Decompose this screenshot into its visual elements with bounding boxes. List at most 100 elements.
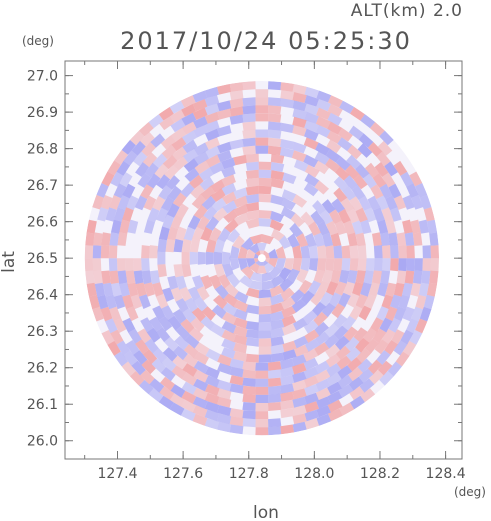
radar-cell (224, 283, 239, 298)
radar-cell (281, 314, 297, 328)
radar-cell (316, 107, 331, 120)
radar-cell (116, 258, 126, 272)
radar-cell (255, 394, 269, 403)
radar-cell (109, 232, 119, 246)
radar-cell (327, 121, 343, 135)
radar-cell (290, 213, 305, 228)
radar-cell (346, 154, 361, 170)
radar-cell (122, 183, 136, 199)
radar-cell (279, 278, 294, 292)
radar-cell (350, 106, 365, 121)
radar-cell (149, 378, 165, 393)
radar-cell (229, 90, 244, 101)
radar-cell (217, 150, 232, 162)
radar-cell (349, 196, 363, 212)
radar-cell (123, 350, 138, 366)
radar-cell (221, 191, 237, 205)
radar-cell (314, 321, 329, 336)
radar-cell (149, 245, 158, 259)
radar-cell (282, 323, 297, 336)
radar-cell (183, 148, 198, 163)
radar-cell (245, 248, 256, 259)
radar-cell (221, 320, 237, 334)
radar-cell (421, 270, 431, 284)
radar-cell (384, 340, 398, 355)
radar-cell (229, 424, 244, 435)
radar-cell (125, 270, 136, 285)
radar-cell (193, 142, 209, 156)
radar-cell (304, 409, 319, 422)
radar-cell (192, 226, 204, 241)
radar-cell (339, 100, 355, 114)
radar-cell (418, 219, 429, 234)
radar-cell (184, 334, 200, 349)
radar-cell (242, 97, 256, 107)
radar-cell (222, 251, 231, 265)
radar-cell (357, 358, 373, 373)
radar-cell (181, 390, 197, 404)
radar-cell (385, 282, 397, 297)
radar-cell (268, 129, 282, 139)
x-tick-label: 128.2 (360, 466, 400, 482)
radar-cell (205, 348, 221, 362)
radar-cell (180, 318, 195, 334)
radar-cell (398, 258, 407, 272)
radar-cell (382, 245, 391, 259)
radar-cell (292, 379, 307, 392)
radar-cell (217, 413, 232, 425)
radar-cell (204, 418, 220, 430)
radar-cell (376, 306, 389, 321)
radar-cell (255, 386, 269, 395)
radar-cell (240, 266, 254, 280)
radar-cell (411, 195, 424, 210)
radar-cell (304, 86, 320, 99)
radar-cell (133, 270, 144, 285)
radar-cell (217, 227, 231, 243)
radar-cell (418, 282, 429, 297)
radar-cell (412, 232, 423, 246)
radar-cell (400, 171, 414, 187)
radar-cell (222, 200, 237, 214)
radar-cell (249, 272, 262, 283)
radar-cell (355, 294, 368, 309)
radar-cell (117, 270, 128, 285)
radar-cell (379, 183, 393, 199)
radar-cell (268, 113, 282, 123)
radar-cell (162, 154, 178, 170)
radar-cell (355, 270, 366, 284)
radar-cell (152, 282, 164, 297)
radar-cell (326, 363, 342, 377)
radar-cell (402, 340, 417, 356)
radar-cell (352, 281, 364, 296)
radar-cell (242, 410, 256, 420)
radar-cell (411, 306, 424, 322)
radar-cell (292, 371, 307, 383)
radar-cell (355, 163, 370, 179)
radar-cell (183, 226, 196, 241)
radar-cell (304, 418, 320, 430)
radar-cell (181, 238, 192, 253)
radar-cell (242, 145, 256, 156)
radar-cell (143, 219, 155, 234)
radar-cell (141, 245, 150, 259)
radar-cell (292, 405, 307, 416)
radar-cell (137, 328, 152, 344)
radar-cell (204, 111, 220, 124)
radar-cell (205, 128, 220, 141)
radar-cell (169, 100, 185, 114)
radar-cell (217, 362, 232, 375)
radar-cell (184, 167, 200, 182)
radar-cell (135, 339, 150, 355)
radar-cell (304, 401, 319, 413)
y-tick-label: 26.3 (27, 324, 58, 340)
radar-cell (151, 358, 167, 373)
radar-cell (310, 291, 325, 306)
radar-cell (330, 269, 342, 284)
chart-title: 2017/10/24 05:25:30 (120, 27, 412, 55)
radar-cell (423, 207, 435, 222)
radar-cell (210, 188, 226, 202)
radar-cell (384, 161, 398, 177)
radar-cell (280, 122, 295, 133)
radar-cell (270, 336, 285, 347)
radar-cell (214, 284, 229, 300)
